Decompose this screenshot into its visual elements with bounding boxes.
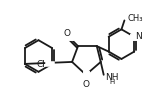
- Text: Cl: Cl: [36, 60, 45, 69]
- Text: O: O: [82, 80, 89, 89]
- Text: CH₃: CH₃: [127, 14, 143, 23]
- Text: NH: NH: [105, 73, 118, 82]
- Text: N: N: [135, 32, 142, 41]
- Text: O: O: [64, 29, 71, 38]
- Text: H: H: [109, 79, 114, 85]
